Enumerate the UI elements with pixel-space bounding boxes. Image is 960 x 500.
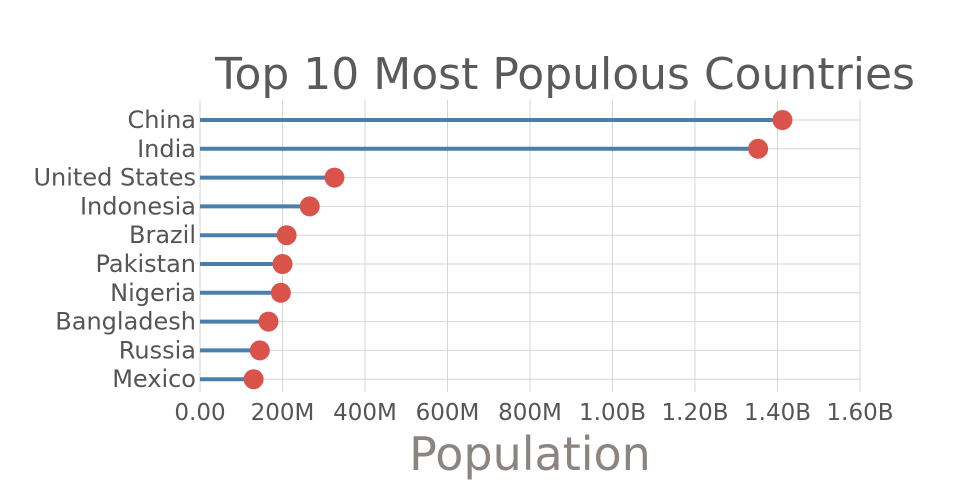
category-label: Pakistan xyxy=(96,250,197,278)
category-label: United States xyxy=(33,164,196,192)
lollipop-dot xyxy=(772,110,793,130)
x-tick-label: 1.40B xyxy=(744,400,811,426)
lollipop-dot xyxy=(270,282,291,303)
lollipop-dot xyxy=(299,196,320,217)
category-label: India xyxy=(137,135,196,163)
x-tick-label: 200M xyxy=(251,400,315,426)
x-axis-title: Population xyxy=(409,427,651,481)
category-label: Nigeria xyxy=(110,279,196,307)
x-tick-labels: 0.00 200M 400M 600M 800M 1.00B 1.20B 1.40B 1.60B xyxy=(174,400,893,426)
dots xyxy=(243,110,793,390)
category-label: China xyxy=(127,106,196,134)
lollipop-dot xyxy=(249,340,270,361)
x-tick-label: 800M xyxy=(498,400,562,426)
lollipop-dot xyxy=(272,254,293,274)
lollipop-dot xyxy=(276,225,297,246)
lollipop-dot xyxy=(258,311,279,332)
x-tick-label: 0.00 xyxy=(174,400,225,426)
x-tick-label: 1.60B xyxy=(827,400,894,426)
category-label: Brazil xyxy=(129,221,196,249)
category-label: Indonesia xyxy=(80,192,196,220)
lollipop-dot xyxy=(243,369,264,390)
x-tick-label: 400M xyxy=(333,400,397,426)
x-tick-label: 600M xyxy=(416,400,480,426)
x-tick-label: 1.00B xyxy=(579,400,646,426)
category-label: Mexico xyxy=(112,365,196,393)
lollipop-dot xyxy=(324,167,345,188)
category-label: Russia xyxy=(119,336,196,364)
chart-title: Top 10 Most Populous Countries xyxy=(214,49,915,100)
x-tick-label: 1.20B xyxy=(662,400,729,426)
lollipop-dot xyxy=(748,138,769,159)
category-label: Bangladesh xyxy=(55,308,196,336)
